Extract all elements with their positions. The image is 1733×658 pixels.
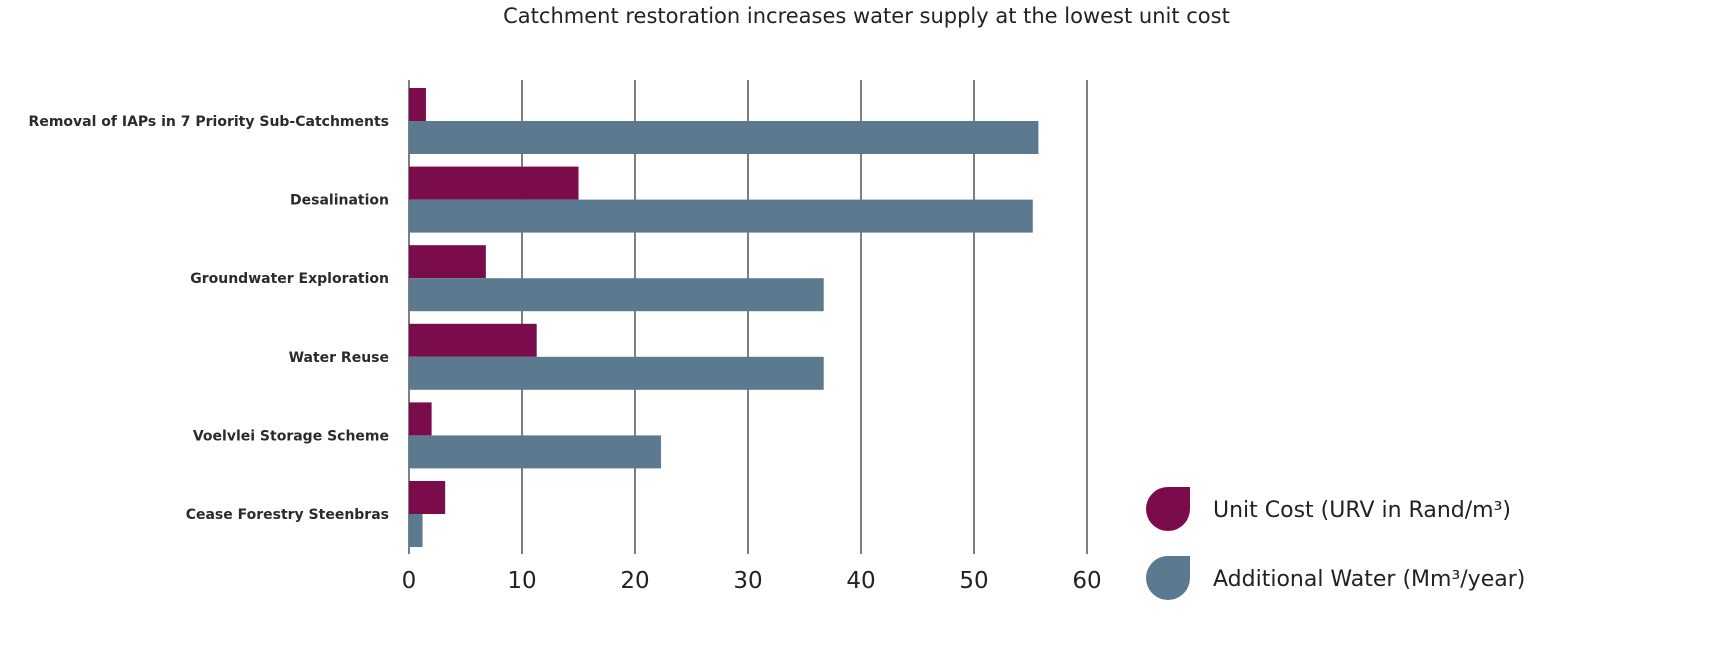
unit-cost-bar <box>409 323 537 357</box>
legend-drop-icon <box>1146 556 1190 600</box>
additional-water-bar <box>409 278 824 312</box>
x-tick-label: 20 <box>620 568 649 594</box>
category-label: Desalination <box>290 193 389 209</box>
unit-cost-bar <box>409 166 579 200</box>
legend-drop-icon <box>1146 487 1190 531</box>
unit-cost-bar <box>409 481 446 514</box>
legend-label: Additional Water (Mm³/year) <box>1213 567 1525 592</box>
additional-water-bar <box>409 356 824 390</box>
unit-cost-bar <box>409 245 486 279</box>
additional-water-bar <box>409 435 661 469</box>
additional-water-bar <box>409 514 423 547</box>
legend-label: Unit Cost (URV in Rand/m³) <box>1213 498 1511 523</box>
category-label: Water Reuse <box>289 350 389 366</box>
category-label: Voelvlei Storage Scheme <box>193 428 389 444</box>
category-label: Groundwater Exploration <box>190 271 389 287</box>
unit-cost-bar <box>409 402 432 436</box>
x-tick-label: 50 <box>959 568 988 594</box>
category-label: Removal of IAPs in 7 Priority Sub-Catchm… <box>29 114 389 130</box>
unit-cost-bar <box>409 88 426 121</box>
chart-title: Catchment restoration increases water su… <box>503 4 1230 28</box>
x-tick-label: 60 <box>1072 568 1101 594</box>
category-label: Cease Forestry Steenbras <box>186 507 389 523</box>
x-tick-label: 10 <box>507 568 536 594</box>
x-tick-labels: 0 10 20 30 40 50 60 <box>402 568 1102 594</box>
additional-water-bar <box>409 121 1039 154</box>
additional-water-bar <box>409 199 1033 233</box>
x-tick-label: 0 <box>402 568 417 594</box>
grid-lines <box>408 80 1088 554</box>
x-tick-label: 40 <box>846 568 875 594</box>
x-tick-label: 30 <box>733 568 762 594</box>
bars <box>409 88 1039 547</box>
category-labels: Removal of IAPs in 7 Priority Sub-Catchm… <box>29 114 389 523</box>
legend: Unit Cost (URV in Rand/m³) Additional Wat… <box>1146 487 1525 600</box>
